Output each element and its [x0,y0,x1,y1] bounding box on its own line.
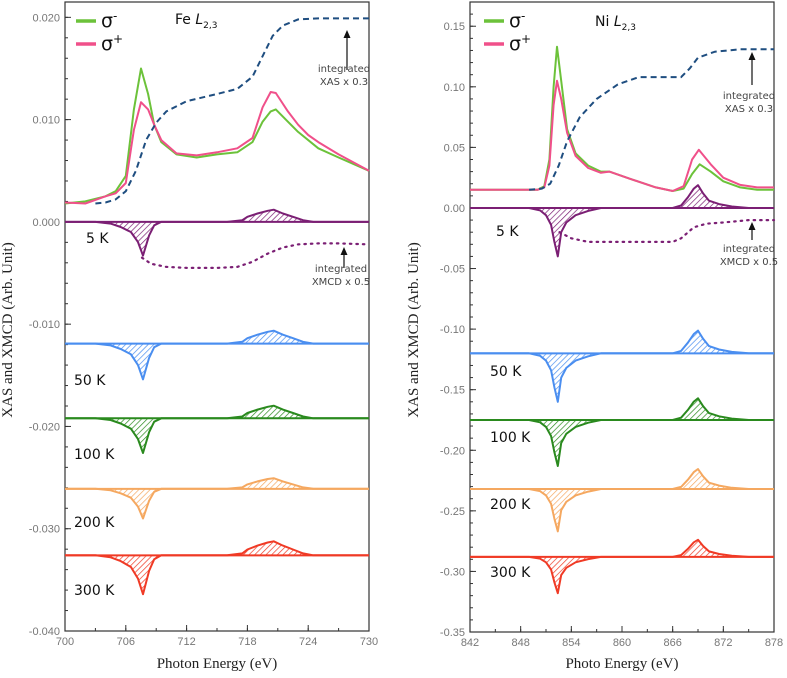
y-tick-label: -0.35 [440,627,465,639]
xmcd-arrow-icon-head [748,222,756,230]
x-tick-label: 866 [663,637,681,649]
sigma-plus-line [470,79,774,192]
x-tick-label: 848 [511,637,529,649]
y-tick-label: -0.20 [440,445,465,457]
panel-ni: 0.15 0.10 0.05 0.00 -0.05 -0.10 -0.15 -0.20 -0.2… [406,1,783,672]
y-tick-label: -0.040 [29,626,60,638]
y-tick-label: -0.05 [440,264,465,276]
xmcd-line-300k [470,538,774,595]
annotation-xmcd-line2: XMCD x 0.5 [312,277,370,288]
temperature-label: 100 K [74,447,115,463]
temperature-label: 300 K [490,565,531,581]
x-axis-label: Photo Energy (eV) [565,656,678,672]
x-tick-label: 860 [613,637,631,649]
xmcd-line-200k [65,477,369,520]
integrated-xas-line [529,48,774,191]
y-tick-label: 0.010 [32,115,60,127]
y-tick-label: 0.15 [444,21,465,33]
y-tick-label: 0.05 [444,142,465,154]
panel-title: Fe L2,3 [175,12,218,31]
annotation-xmcd-line1: integrated [315,264,367,275]
y-axis-label: XAS and XMCD (Arb. Unit) [406,242,422,417]
annotation-xas-line2: XAS x 0.3 [725,104,773,115]
temperature-label: 50 K [74,373,106,389]
integrated-xmcd-line [140,242,371,269]
temperature-label: 5 K [496,224,519,240]
y-tick-label: 0.000 [32,217,60,229]
xas-arrow-icon-head [343,30,351,38]
xmcd-hatch-100k [65,405,369,453]
annotation-xas-line1: integrated [318,64,370,75]
xmcd-hatch-50k [470,330,774,402]
y-tick-label: 0.00 [444,203,465,215]
panel-fe: 0.0200.0100.000-0.010-0.020-0.030-0.0407… [0,1,378,672]
x-tick-label: 700 [56,636,74,648]
x-tick-label: 712 [177,636,195,648]
legend-label: σ- [101,9,117,32]
x-tick-label: 872 [714,637,732,649]
x-tick-label: 842 [461,637,479,649]
x-tick-label: 706 [117,636,135,648]
xmcd-line-50k [470,329,774,403]
sigma-plus-line [64,91,370,205]
sigma-minus-line [64,67,370,205]
legend-label: σ- [509,9,525,32]
xmcd-hatch-50k [65,330,369,380]
xmcd-line-5k [470,184,774,258]
y-tick-label: -0.020 [29,421,60,433]
temperature-label: 200 K [74,515,115,531]
xmcd-line-100k [65,404,369,454]
xmcd-line-50k [65,329,369,381]
xmcd-hatch-5k [470,185,774,257]
xmcd-line-5k [65,208,369,257]
x-tick-label: 878 [765,637,783,649]
y-tick-label: 0.020 [32,12,60,24]
x-tick-label: 718 [238,636,256,648]
xmcd-line-100k [470,397,774,467]
xmcd-line-300k [65,540,369,596]
xas-arrow-icon-head [748,52,756,60]
x-axis-label: Photon Energy (eV) [157,656,278,672]
legend-label: σ+ [509,32,531,55]
legend-label: σ+ [101,32,123,55]
plot-frame [64,1,370,632]
annotation-xas-line2: XAS x 0.3 [320,77,368,88]
y-tick-label: -0.15 [440,385,465,397]
temperature-label: 50 K [490,364,522,380]
xmcd-hatch-100k [470,398,774,466]
temperature-label: 100 K [490,430,531,446]
xmcd-hatch-200k [65,478,369,519]
annotation-xmcd-line2: XMCD x 0.5 [720,257,778,268]
y-tick-label: -0.25 [440,506,465,518]
y-tick-label: -0.010 [29,319,60,331]
annotation-xas-line1: integrated [723,91,775,102]
xmcd-arrow-icon-head [340,247,348,255]
x-tick-label: 854 [562,637,580,649]
xmcd-hatch-5k [65,209,369,256]
xmcd-hatch-200k [470,469,774,532]
integrated-xmcd-line [558,219,776,243]
y-tick-label: -0.10 [440,324,465,336]
y-tick-label: 0.10 [444,82,465,94]
temperature-label: 200 K [490,497,531,513]
y-axis-label: XAS and XMCD (Arb. Unit) [0,242,16,417]
xmcd-hatch-300k [470,539,774,594]
y-tick-label: -0.030 [29,524,60,536]
sigma-minus-line [470,45,774,192]
integrated-xas-line [95,17,369,205]
x-tick-label: 730 [360,636,378,648]
x-tick-label: 724 [299,636,317,648]
xmcd-line-200k [470,468,774,533]
temperature-label: 5 K [86,231,109,247]
y-tick-label: -0.30 [440,566,465,578]
temperature-label: 300 K [74,583,115,599]
panel-title: Ni L2,3 [595,14,636,33]
annotation-xmcd-line1: integrated [723,244,775,255]
